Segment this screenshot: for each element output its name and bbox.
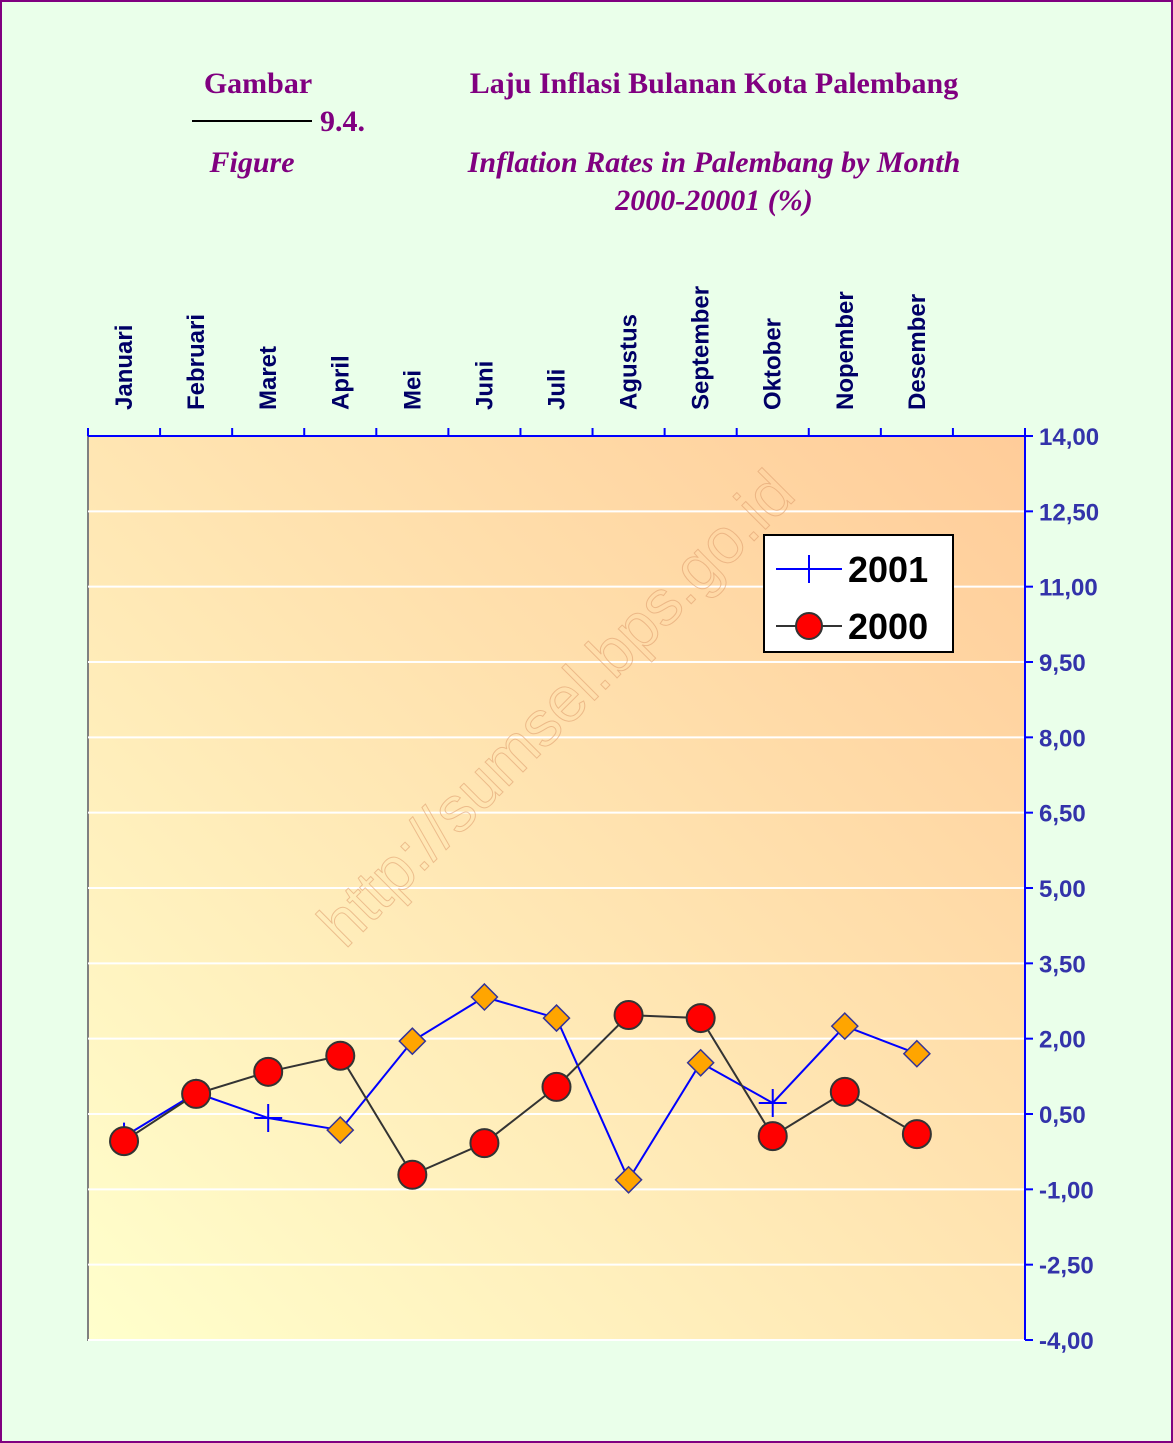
title-en: Inflation Rates in Palembang by Month bbox=[467, 146, 961, 179]
y-tick-label: 9,50 bbox=[1039, 650, 1086, 677]
y-tick-label: -1,00 bbox=[1039, 1177, 1094, 1204]
x-tick-label: Januari bbox=[111, 325, 138, 410]
x-tick-label: April bbox=[327, 355, 354, 410]
x-tick-label: September bbox=[688, 286, 715, 410]
marker-plus bbox=[254, 1104, 283, 1133]
marker-plus bbox=[758, 1088, 787, 1117]
y-tick-label: 3,50 bbox=[1039, 951, 1086, 978]
series-line bbox=[123, 995, 918, 1182]
marker-circle bbox=[181, 1078, 212, 1109]
y-tick-label: 6,50 bbox=[1039, 801, 1086, 828]
figure-number: 9.4. bbox=[320, 105, 365, 138]
x-tick-label: Juni bbox=[471, 361, 498, 410]
x-tick-label: Maret bbox=[255, 346, 282, 410]
x-tick-label: Nopember bbox=[832, 291, 859, 410]
marker-circle bbox=[613, 1000, 644, 1031]
marker-diamond bbox=[470, 982, 499, 1012]
marker-diamond bbox=[398, 1027, 427, 1056]
marker-circle bbox=[397, 1159, 428, 1190]
marker-circle bbox=[757, 1121, 788, 1152]
gambar: Gambar bbox=[204, 67, 312, 100]
marker-circle bbox=[685, 1003, 716, 1034]
subtitle: 2000-20001 (%) bbox=[614, 184, 812, 217]
marker-circle bbox=[469, 1128, 500, 1159]
marker-diamond bbox=[830, 1012, 859, 1041]
figure: Figure bbox=[208, 146, 294, 179]
y-tick-label: 0,50 bbox=[1039, 1102, 1086, 1129]
legend bbox=[763, 534, 954, 653]
y-tick-label: 8,00 bbox=[1039, 725, 1086, 752]
x-tick-label: Oktober bbox=[760, 318, 787, 410]
y-tick-label: 5,00 bbox=[1039, 876, 1086, 903]
marker-diamond bbox=[686, 1048, 715, 1077]
x-tick-label: Mei bbox=[399, 370, 426, 410]
x-tick-label: Desember bbox=[904, 294, 931, 410]
title-id: Laju Inflasi Bulanan Kota Palembang bbox=[470, 67, 958, 100]
y-tick-label: 12,50 bbox=[1039, 499, 1099, 526]
y-tick-label: 2,00 bbox=[1039, 1027, 1086, 1054]
x-tick-label: Februari bbox=[183, 314, 210, 410]
y-tick-label: 14,00 bbox=[1039, 424, 1099, 451]
y-tick-label: -4,00 bbox=[1039, 1328, 1094, 1355]
marker-circle bbox=[901, 1119, 932, 1150]
marker-diamond bbox=[542, 1004, 571, 1033]
legend-marker bbox=[795, 612, 823, 640]
marker-diamond bbox=[614, 1165, 643, 1194]
marker-circle bbox=[109, 1126, 140, 1157]
x-tick-label: Juli bbox=[544, 369, 571, 410]
marker-diamond bbox=[326, 1116, 355, 1145]
marker-circle bbox=[829, 1076, 860, 1107]
marker-circle bbox=[325, 1040, 356, 1071]
y-tick-label: 11,00 bbox=[1039, 575, 1098, 602]
y-tick-label: -2,50 bbox=[1039, 1253, 1094, 1280]
marker-diamond bbox=[902, 1039, 931, 1068]
legend-label: 2000 bbox=[848, 606, 928, 647]
legend-label: 2001 bbox=[848, 549, 928, 590]
marker-circle bbox=[253, 1056, 284, 1087]
x-tick-label: Agustus bbox=[616, 314, 643, 410]
marker-circle bbox=[541, 1071, 572, 1102]
